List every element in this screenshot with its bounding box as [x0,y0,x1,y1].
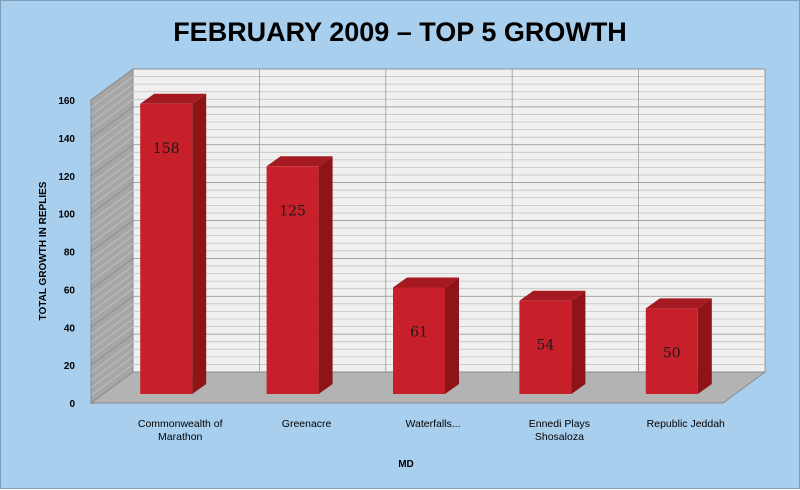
side-gridline [90,258,134,290]
side-gridline [90,182,134,214]
side-gridline [90,242,134,275]
bar-top [393,277,459,288]
side-gridline [90,303,134,336]
side-gridline [90,83,134,116]
x-tick-label-line: Waterfalls... [405,418,460,430]
side-gridline [90,129,134,161]
data-labels: 158 125 61 54 50 [153,141,681,362]
side-gridline [90,167,134,199]
chart-title: FEBRUARY 2009 – TOP 5 GROWTH [173,17,627,47]
bar [645,308,698,394]
side-gridline [90,220,134,252]
x-tick-label-line: Commonwealth of [138,418,223,430]
x-tick-label-line: Republic Jeddah [647,418,725,430]
side-gridline [90,159,134,192]
data-label: 158 [153,141,180,157]
y-tick-label: 120 [58,172,75,183]
bar [266,166,319,394]
x-tick-label: Commonwealth of Marathon [138,418,223,443]
bar-side [445,277,459,394]
x-axis-label: MD [398,459,414,470]
y-tick-label: 100 [58,210,75,221]
y-tick-label: 60 [64,285,76,296]
x-tick-label-line: Shosaloza [535,431,584,443]
side-gridline [90,121,134,154]
side-gridline [90,288,134,320]
side-gridline [90,114,134,146]
y-tick-label: 140 [58,134,75,145]
side-gridline [90,76,134,108]
side-gridline [90,91,134,124]
side-gridline [90,106,134,139]
side-gridline [90,144,134,177]
y-tick-label: 40 [64,323,76,334]
side-gridline [90,197,134,230]
x-tick-label: Greenacre [282,418,332,430]
x-tick-label: Republic Jeddah [647,418,725,430]
data-label: 125 [279,203,306,219]
x-axis-categories: Commonwealth of Marathon Greenacre Waterfal… [138,418,725,443]
bar-top [140,93,207,104]
side-gridline [90,356,134,389]
bar [140,103,193,394]
x-tick-label-line: Ennedi Plays [529,418,590,430]
side-gridline [90,235,134,267]
y-tick-label: 20 [64,361,76,372]
side-gridline [90,364,134,396]
bar-side [192,93,207,394]
x-tick-label-line: Marathon [158,431,203,443]
bar-top [519,290,586,301]
side-gridline [90,68,134,101]
side-gridline [90,189,134,222]
y-axis-ticks: 0 20 40 60 80 100 120 140 160 [58,96,75,410]
side-gridline [90,295,134,328]
bar-top [266,156,333,167]
side-gridline [90,280,134,313]
x-tick-label-line: Greenacre [282,418,332,430]
bar-side [571,290,586,394]
side-gridline [90,136,134,169]
side-gridline [90,348,134,381]
bar [519,300,572,394]
y-tick-label: 80 [64,248,76,259]
chart-bars [140,93,712,394]
y-axis-label: TOTAL GROWTH IN REPLIES [38,181,49,320]
bar-side [697,298,712,394]
side-gridline [90,311,134,343]
side-gridline [90,273,134,305]
side-gridline [90,250,134,283]
x-tick-label: Ennedi Plays Shosaloza [529,418,590,443]
side-gridline [90,98,134,131]
y-tick-label: 0 [69,399,75,410]
data-label: 54 [536,338,554,354]
side-gridline [90,333,134,366]
side-gridline [90,341,134,374]
x-tick-label: Waterfalls... [405,418,460,430]
side-gridline [90,152,134,184]
bar [393,287,445,394]
side-gridline [90,212,134,245]
side-gridline [90,205,134,237]
side-gridline [90,227,134,260]
side-gridline [90,174,134,207]
data-label: 61 [410,324,428,340]
y-tick-label: 160 [58,96,75,107]
side-gridline [90,265,134,298]
bar-top [645,298,712,309]
data-label: 50 [663,345,681,361]
side-gridline [90,318,134,351]
side-gridline [90,326,134,358]
bar-side [318,156,333,394]
